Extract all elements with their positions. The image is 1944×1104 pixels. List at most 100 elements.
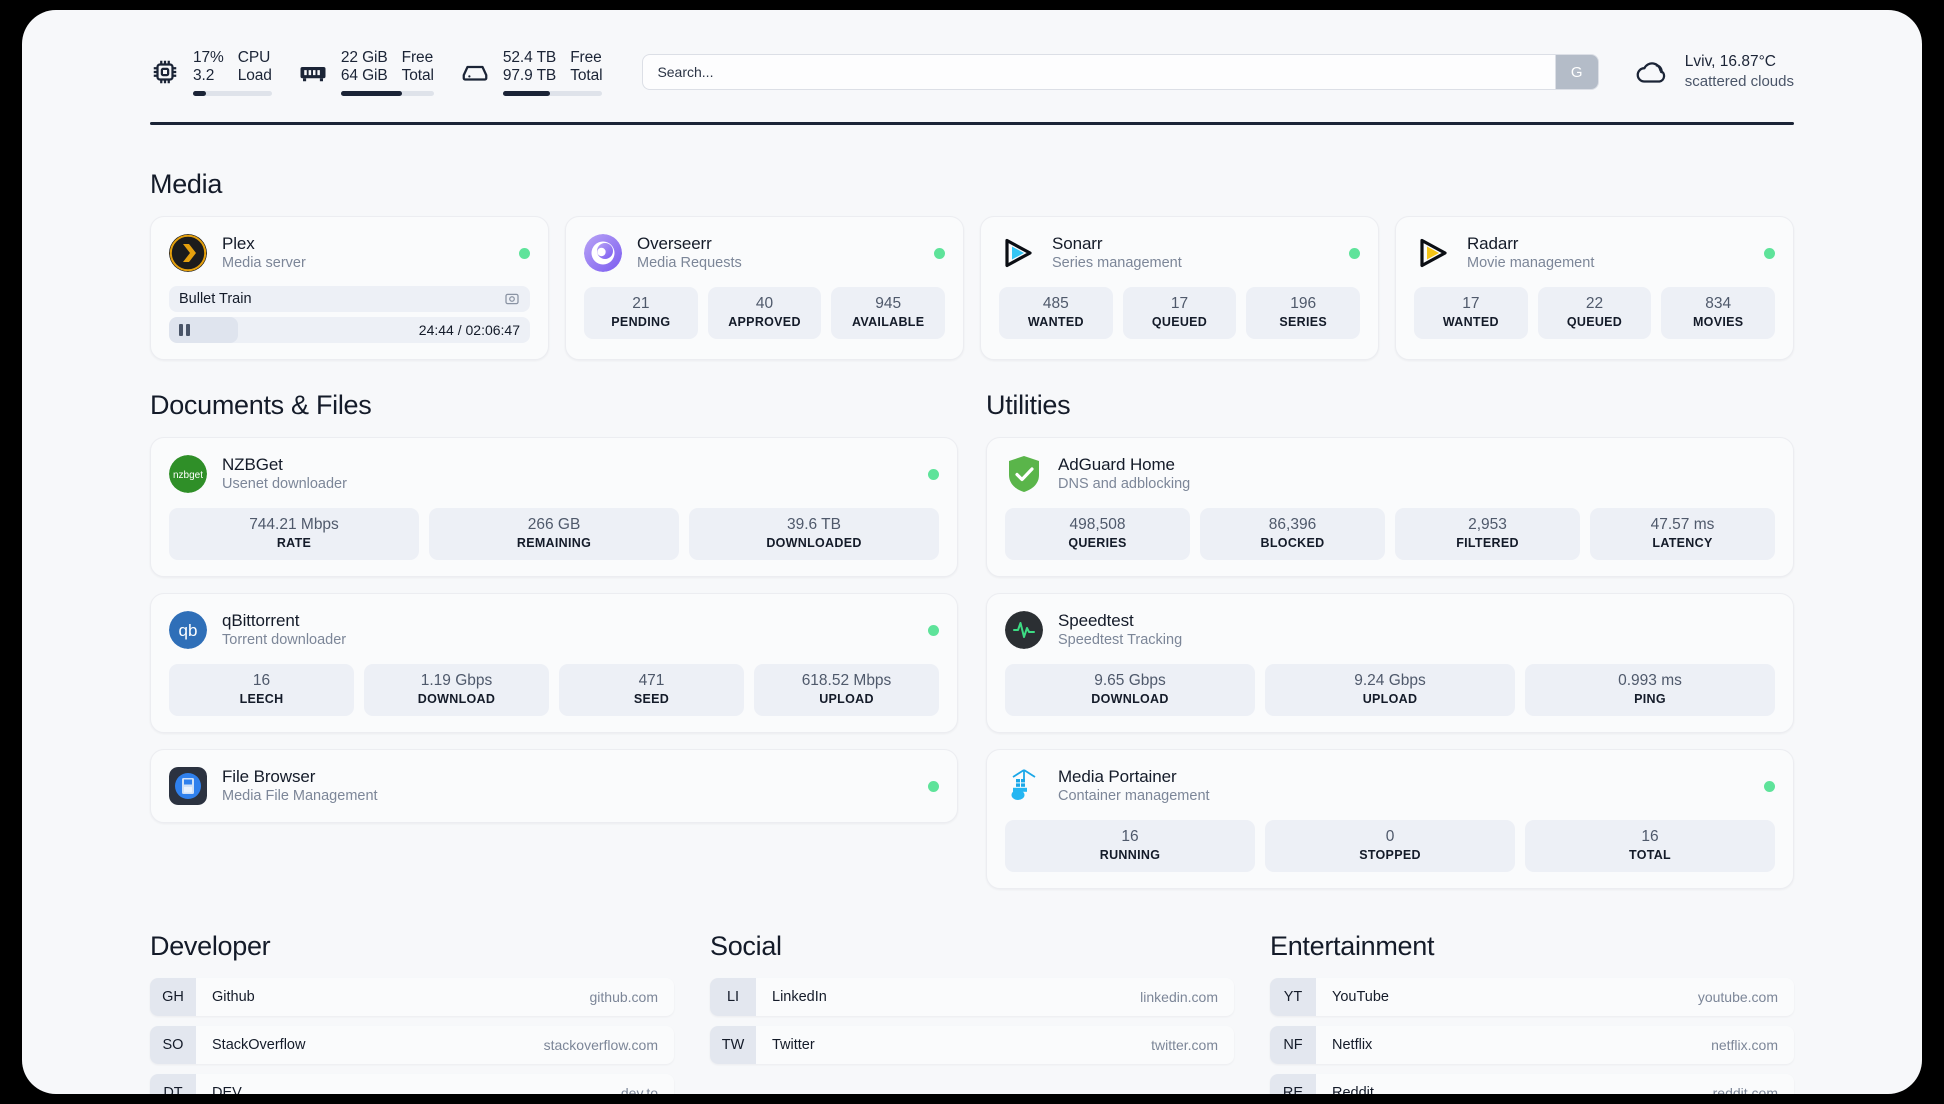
- section-media: Media Plex Medi: [150, 169, 1794, 360]
- bookmark-twitter[interactable]: TW Twitter twitter.com: [710, 1026, 1234, 1064]
- svg-text:qb: qb: [179, 621, 198, 640]
- stat-label: MOVIES: [1692, 315, 1744, 329]
- stat-series: 196 SERIES: [1246, 287, 1361, 339]
- stat-value: 945: [875, 295, 902, 312]
- bookmark-list: LI LinkedIn linkedin.com TW Twitter twit…: [710, 978, 1234, 1064]
- bookmark-stackoverflow[interactable]: SO StackOverflow stackoverflow.com: [150, 1026, 674, 1064]
- card-header: Speedtest Speedtest Tracking: [1005, 610, 1775, 650]
- stat-queries: 498,508 QUERIES: [1005, 508, 1190, 560]
- stat-filtered: 2,953 FILTERED: [1395, 508, 1580, 560]
- bookmark-group-title: Developer: [150, 931, 271, 961]
- bookmark-linkedin[interactable]: LI LinkedIn linkedin.com: [710, 978, 1234, 1016]
- service-subtitle: Speedtest Tracking: [1058, 632, 1183, 648]
- pause-icon[interactable]: [179, 324, 190, 336]
- stat-label: DOWNLOAD: [417, 692, 496, 706]
- bookmark-badge: LI: [710, 978, 756, 1016]
- service-name: Overseerr: [637, 234, 712, 253]
- cast-icon[interactable]: [504, 291, 520, 307]
- stat-value: 22: [1585, 295, 1604, 312]
- dashboard-page: 17% 3.2 CPU Load: [22, 10, 1922, 1094]
- stat-label: PENDING: [611, 315, 671, 329]
- stat-stopped: 0 STOPPED: [1265, 820, 1515, 872]
- stat-queued: 22 QUEUED: [1537, 287, 1652, 339]
- status-indicator-online: [519, 247, 530, 259]
- bookmark-reddit[interactable]: RE Reddit reddit.com: [1270, 1074, 1794, 1094]
- playback-progress-bar[interactable]: 24:44 / 02:06:47: [169, 317, 530, 343]
- radarr-icon: [1414, 234, 1452, 272]
- ram-icon: [298, 57, 328, 87]
- cpu-usage-percent: 17%: [193, 48, 224, 66]
- stat-value: 1.19 Gbps: [420, 672, 493, 689]
- bookmark-group-entertainment: Entertainment YT YouTube youtube.com NF …: [1270, 931, 1794, 1094]
- stats-row: 21 PENDING 40 APPROVED 945 AVAILABLE: [584, 287, 946, 339]
- stat-available: 945 AVAILABLE: [831, 287, 946, 339]
- service-card-qbittorrent[interactable]: qb qBittorrent Torrent downloader: [150, 593, 958, 733]
- stat-ping: 0.993 ms PING: [1525, 664, 1775, 716]
- bookmark-netflix[interactable]: NF Netflix netflix.com: [1270, 1026, 1794, 1064]
- svg-text:nzbget: nzbget: [173, 470, 203, 481]
- stat-total: 16 TOTAL: [1525, 820, 1775, 872]
- stat-value: 16: [1121, 828, 1139, 845]
- service-card-overseerr[interactable]: Overseerr Media Requests 21 PENDING 40 A…: [565, 216, 964, 360]
- service-card-nzbget[interactable]: nzbget NZBGet Usenet downloader 74: [150, 437, 958, 577]
- card-header: File Browser Media File Management: [169, 766, 939, 806]
- stat-value: 40: [755, 295, 774, 312]
- stat-download: 9.65 Gbps DOWNLOAD: [1005, 664, 1255, 716]
- now-playing-row: Bullet Train: [169, 286, 530, 312]
- service-card-plex[interactable]: Plex Media server Bullet Train: [150, 216, 549, 360]
- search-input[interactable]: [642, 54, 1555, 90]
- stat-pending: 21 PENDING: [584, 287, 698, 339]
- card-header: Plex Media server: [169, 233, 530, 273]
- weather-widget: Lviv, 16.87°C scattered clouds: [1633, 52, 1794, 92]
- header-divider: [150, 122, 1794, 125]
- cloud-icon: [1633, 56, 1671, 88]
- service-name: Speedtest: [1058, 611, 1134, 630]
- stats-row: 744.21 Mbps RATE 266 GB REMAINING 39.6 T…: [169, 508, 939, 560]
- bookmark-list: YT YouTube youtube.com NF Netflix netfli…: [1270, 978, 1794, 1094]
- stat-value: 498,508: [1069, 516, 1126, 533]
- stat-label: STOPPED: [1359, 848, 1421, 862]
- stats-row: 9.65 Gbps DOWNLOAD 9.24 Gbps UPLOAD 0.99…: [1005, 664, 1775, 716]
- bookmark-url: github.com: [589, 989, 658, 1005]
- bookmark-group-title: Social: [710, 931, 782, 961]
- stat-label: LEECH: [239, 692, 284, 706]
- service-card-media-portainer[interactable]: Media Portainer Container management 16 …: [986, 749, 1794, 889]
- stats-row: 485 WANTED 17 QUEUED 196 SERIES: [999, 287, 1361, 339]
- service-name: qBittorrent: [222, 611, 300, 630]
- stat-label: QUEUED: [1566, 315, 1623, 329]
- section-title-documents: Documents & Files: [150, 390, 372, 420]
- stat-label: AVAILABLE: [851, 315, 925, 329]
- memory-label-free: Free: [401, 48, 434, 66]
- bookmark-youtube[interactable]: YT YouTube youtube.com: [1270, 978, 1794, 1016]
- bookmark-badge: TW: [710, 1026, 756, 1064]
- service-card-file-browser[interactable]: File Browser Media File Management: [150, 749, 958, 823]
- service-card-sonarr[interactable]: Sonarr Series management 485 WANTED 17 Q…: [980, 216, 1379, 360]
- service-subtitle: Media server: [222, 255, 306, 271]
- stat-label: LATENCY: [1652, 536, 1713, 550]
- stat-leech: 16 LEECH: [169, 664, 354, 716]
- card-header: AdGuard Home DNS and adblocking: [1005, 454, 1775, 494]
- disk-usage-bar: [502, 90, 603, 96]
- stat-label: SEED: [633, 692, 670, 706]
- stat-label: WANTED: [1027, 315, 1084, 329]
- bookmark-name: LinkedIn: [772, 989, 827, 1005]
- status-indicator-online: [1764, 780, 1775, 792]
- stat-blocked: 86,396 BLOCKED: [1200, 508, 1385, 560]
- stat-value: 21: [632, 295, 650, 312]
- cpu-load-value: 3.2: [193, 66, 215, 84]
- bookmark-github[interactable]: GH Github github.com: [150, 978, 674, 1016]
- stat-value: 39.6 TB: [786, 516, 841, 533]
- bookmark-dev[interactable]: DT DEV dev.to: [150, 1074, 674, 1094]
- stat-label: REMAINING: [516, 536, 592, 550]
- service-subtitle: Usenet downloader: [222, 476, 347, 492]
- bookmark-list: GH Github github.com SO StackOverflow st…: [150, 978, 674, 1094]
- service-name: AdGuard Home: [1058, 455, 1175, 474]
- service-card-speedtest[interactable]: Speedtest Speedtest Tracking 9.65 Gbps D…: [986, 593, 1794, 733]
- stat-value: 9.24 Gbps: [1354, 672, 1426, 689]
- search-provider-button[interactable]: G: [1554, 54, 1599, 90]
- service-card-radarr[interactable]: Radarr Movie management 17 WANTED 22 QUE…: [1395, 216, 1794, 360]
- service-card-adguard-home[interactable]: AdGuard Home DNS and adblocking 498,508 …: [986, 437, 1794, 577]
- stat-value: 17: [1170, 295, 1189, 312]
- service-name: Plex: [222, 234, 255, 253]
- service-subtitle: Series management: [1052, 255, 1182, 271]
